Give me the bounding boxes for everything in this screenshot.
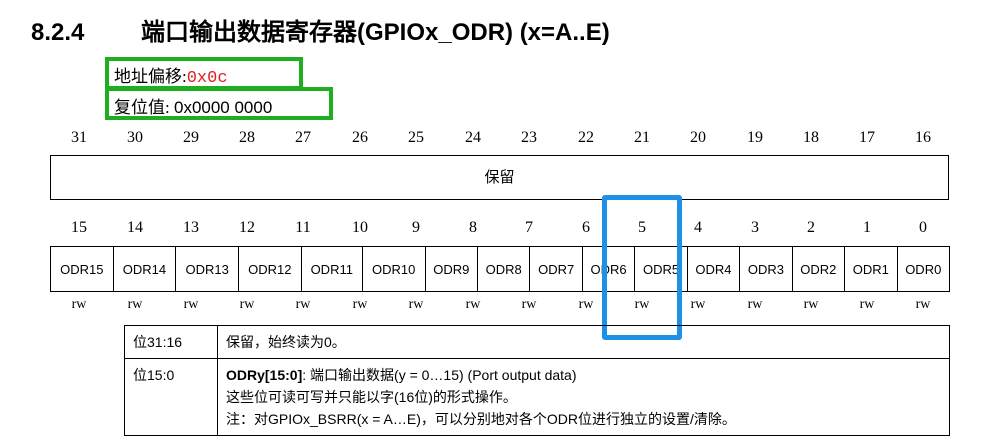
bit-number: 23 (521, 129, 537, 146)
access-type: rw (747, 297, 763, 312)
bit-number: 29 (183, 129, 199, 146)
desc-text: 保留，始终读为0。 (217, 325, 950, 359)
field-summary: : 端口输出数据(y = 0…15) (Port output data) (302, 367, 577, 383)
odr-field: ODR8 (476, 246, 531, 292)
bit-number: 27 (295, 129, 311, 146)
reserved-field: 保留 (50, 155, 949, 200)
bit-number: 16 (915, 129, 931, 146)
bit-number: 19 (747, 129, 763, 146)
bit-number: 9 (412, 219, 420, 236)
bit-description-table: 位31:16 保留，始终读为0。 位15:0 ODRy[15:0]: 端口输出数… (124, 325, 950, 436)
odr5-highlight-box (602, 195, 682, 340)
bit-number: 21 (634, 129, 650, 146)
bit-number: 17 (859, 129, 875, 146)
reset-value-line: 复位值: 0x0000 0000 (114, 93, 272, 118)
access-type: rw (295, 297, 311, 312)
odr-field: ODR6 (581, 246, 636, 292)
odr-field: ODR2 (791, 246, 846, 292)
section-heading: 8.2.4 端口输出数据寄存器(GPIOx_ODR) (x=A..E) (31, 12, 610, 47)
access-type: rw (127, 297, 143, 312)
offset-value: 0x0c (186, 69, 228, 88)
odr-field: ODR15 (50, 246, 114, 292)
access-type: rw (239, 297, 255, 312)
desc-row-reserved: 位31:16 保留，始终读为0。 (124, 325, 950, 359)
odr-field: ODR12 (237, 246, 302, 292)
odr-field: ODR1 (844, 246, 898, 292)
section-title: 端口输出数据寄存器(GPIOx_ODR) (x=A..E) (141, 19, 610, 46)
access-type: rw (578, 297, 594, 312)
bit-number: 24 (465, 129, 481, 146)
bit-number: 2 (807, 219, 815, 236)
bit-number: 0 (919, 219, 927, 236)
access-type: rw (690, 297, 706, 312)
reset-highlight-box (105, 87, 333, 120)
access-type: rw (183, 297, 199, 312)
access-type: rw (465, 297, 481, 312)
desc-line-3: 注：对GPIOx_BSRR(x = A…E)，可以分别地对各个ODR位进行独立的… (226, 411, 736, 427)
access-type: rw (859, 297, 875, 312)
bit-number: 14 (127, 219, 143, 236)
odr-field: ODR9 (424, 246, 479, 292)
bit-number: 15 (71, 219, 87, 236)
bit-number: 28 (239, 129, 255, 146)
access-type: rw (71, 297, 87, 312)
desc-row-odr: 位15:0 ODRy[15:0]: 端口输出数据(y = 0…15) (Port… (124, 358, 950, 436)
access-type: rw (803, 297, 819, 312)
access-type: rw (352, 297, 368, 312)
reset-value: 0x0000 0000 (173, 98, 273, 117)
bit-number: 1 (863, 219, 871, 236)
bit-number: 26 (352, 129, 368, 146)
bit-number: 11 (295, 219, 311, 236)
bit-number: 8 (469, 219, 477, 236)
odr-field: ODR10 (361, 246, 426, 292)
odr-field: ODR3 (739, 246, 793, 292)
access-type: rw (915, 297, 931, 312)
bit-number: 4 (694, 219, 702, 236)
odr-field: ODR11 (300, 246, 363, 292)
desc-bits: 位31:16 (124, 325, 218, 359)
bit-number: 22 (578, 129, 594, 146)
reset-label: 复位值: (114, 98, 170, 117)
desc-line-2: 这些位可读可写并只能以字(16位)的形式操作。 (226, 389, 517, 405)
desc-text-block: ODRy[15:0]: 端口输出数据(y = 0…15) (Port outpu… (217, 358, 950, 436)
desc-bits: 位15:0 (124, 358, 218, 436)
bit-number: 7 (525, 219, 533, 236)
bit-number: 13 (183, 219, 199, 236)
bit-number: 12 (239, 219, 255, 236)
bit-number: 31 (71, 129, 87, 146)
bit-number: 30 (127, 129, 143, 146)
address-offset: 地址偏移:0x0c (114, 62, 228, 88)
bit-number: 3 (751, 219, 759, 236)
bit-number: 25 (408, 129, 424, 146)
odr-field-row: ODR15 ODR14 ODR13 ODR12 ODR11 ODR10 ODR9… (50, 246, 950, 292)
section-number: 8.2.4 (31, 19, 85, 46)
field-name: ODRy[15:0] (226, 367, 303, 383)
bit-number: 6 (582, 219, 590, 236)
access-type: rw (634, 297, 650, 312)
bit-number: 20 (690, 129, 706, 146)
access-type: rw (521, 297, 537, 312)
access-type: rw (408, 297, 424, 312)
desc-line-1: ODRy[15:0]: 端口输出数据(y = 0…15) (Port outpu… (226, 364, 941, 386)
bit-number: 18 (803, 129, 819, 146)
reserved-label: 保留 (484, 169, 515, 186)
bit-number: 10 (352, 219, 368, 236)
odr-field: ODR0 (896, 246, 950, 292)
odr-field: ODR4 (686, 246, 741, 292)
odr-field: ODR13 (175, 246, 239, 292)
odr-field-table: ODR15 ODR14 ODR13 ODR12 ODR11 ODR10 ODR9… (50, 246, 950, 292)
odr-field: ODR14 (112, 246, 177, 292)
bit-number: 5 (638, 219, 646, 236)
odr-field: ODR7 (529, 246, 583, 292)
offset-label: 地址偏移: (114, 67, 187, 86)
